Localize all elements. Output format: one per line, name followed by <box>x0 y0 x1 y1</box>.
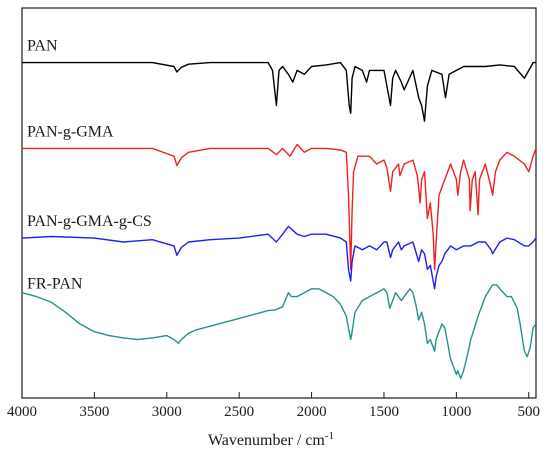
x-axis-title-superscript: -1 <box>325 430 334 442</box>
x-axis-ticks: 4000 3500 3000 2500 2000 1500 1000 500 <box>7 392 540 420</box>
series-line-pan <box>22 61 536 122</box>
series-labels: PAN PAN-g-GMA PAN-g-GMA-g-CS FR-PAN <box>27 38 152 293</box>
x-tick-label: 500 <box>518 404 541 420</box>
series-line-pan-g-gma <box>22 143 537 270</box>
x-tick-label: 3000 <box>152 404 182 420</box>
x-tick-label: 4000 <box>7 404 37 420</box>
series-label: FR-PAN <box>27 276 83 293</box>
series-label: PAN-g-GMA <box>27 123 114 140</box>
x-tick-label: 1000 <box>441 404 471 420</box>
plot-frame <box>21 7 537 399</box>
x-tick-label: 3500 <box>79 404 109 420</box>
x-tick-label: 1500 <box>369 404 399 420</box>
series-layer <box>21 61 537 380</box>
series-label: PAN <box>27 38 58 55</box>
x-tick-label: 2500 <box>224 404 254 420</box>
series-line-pan-g-gma-g-cs <box>21 225 537 290</box>
x-tick-label: 2000 <box>297 404 327 420</box>
x-axis-title: Wavenumber / cm-1 <box>208 430 334 449</box>
series-line-fr-pan <box>21 284 537 380</box>
series-label: PAN-g-GMA-g-CS <box>27 213 152 230</box>
